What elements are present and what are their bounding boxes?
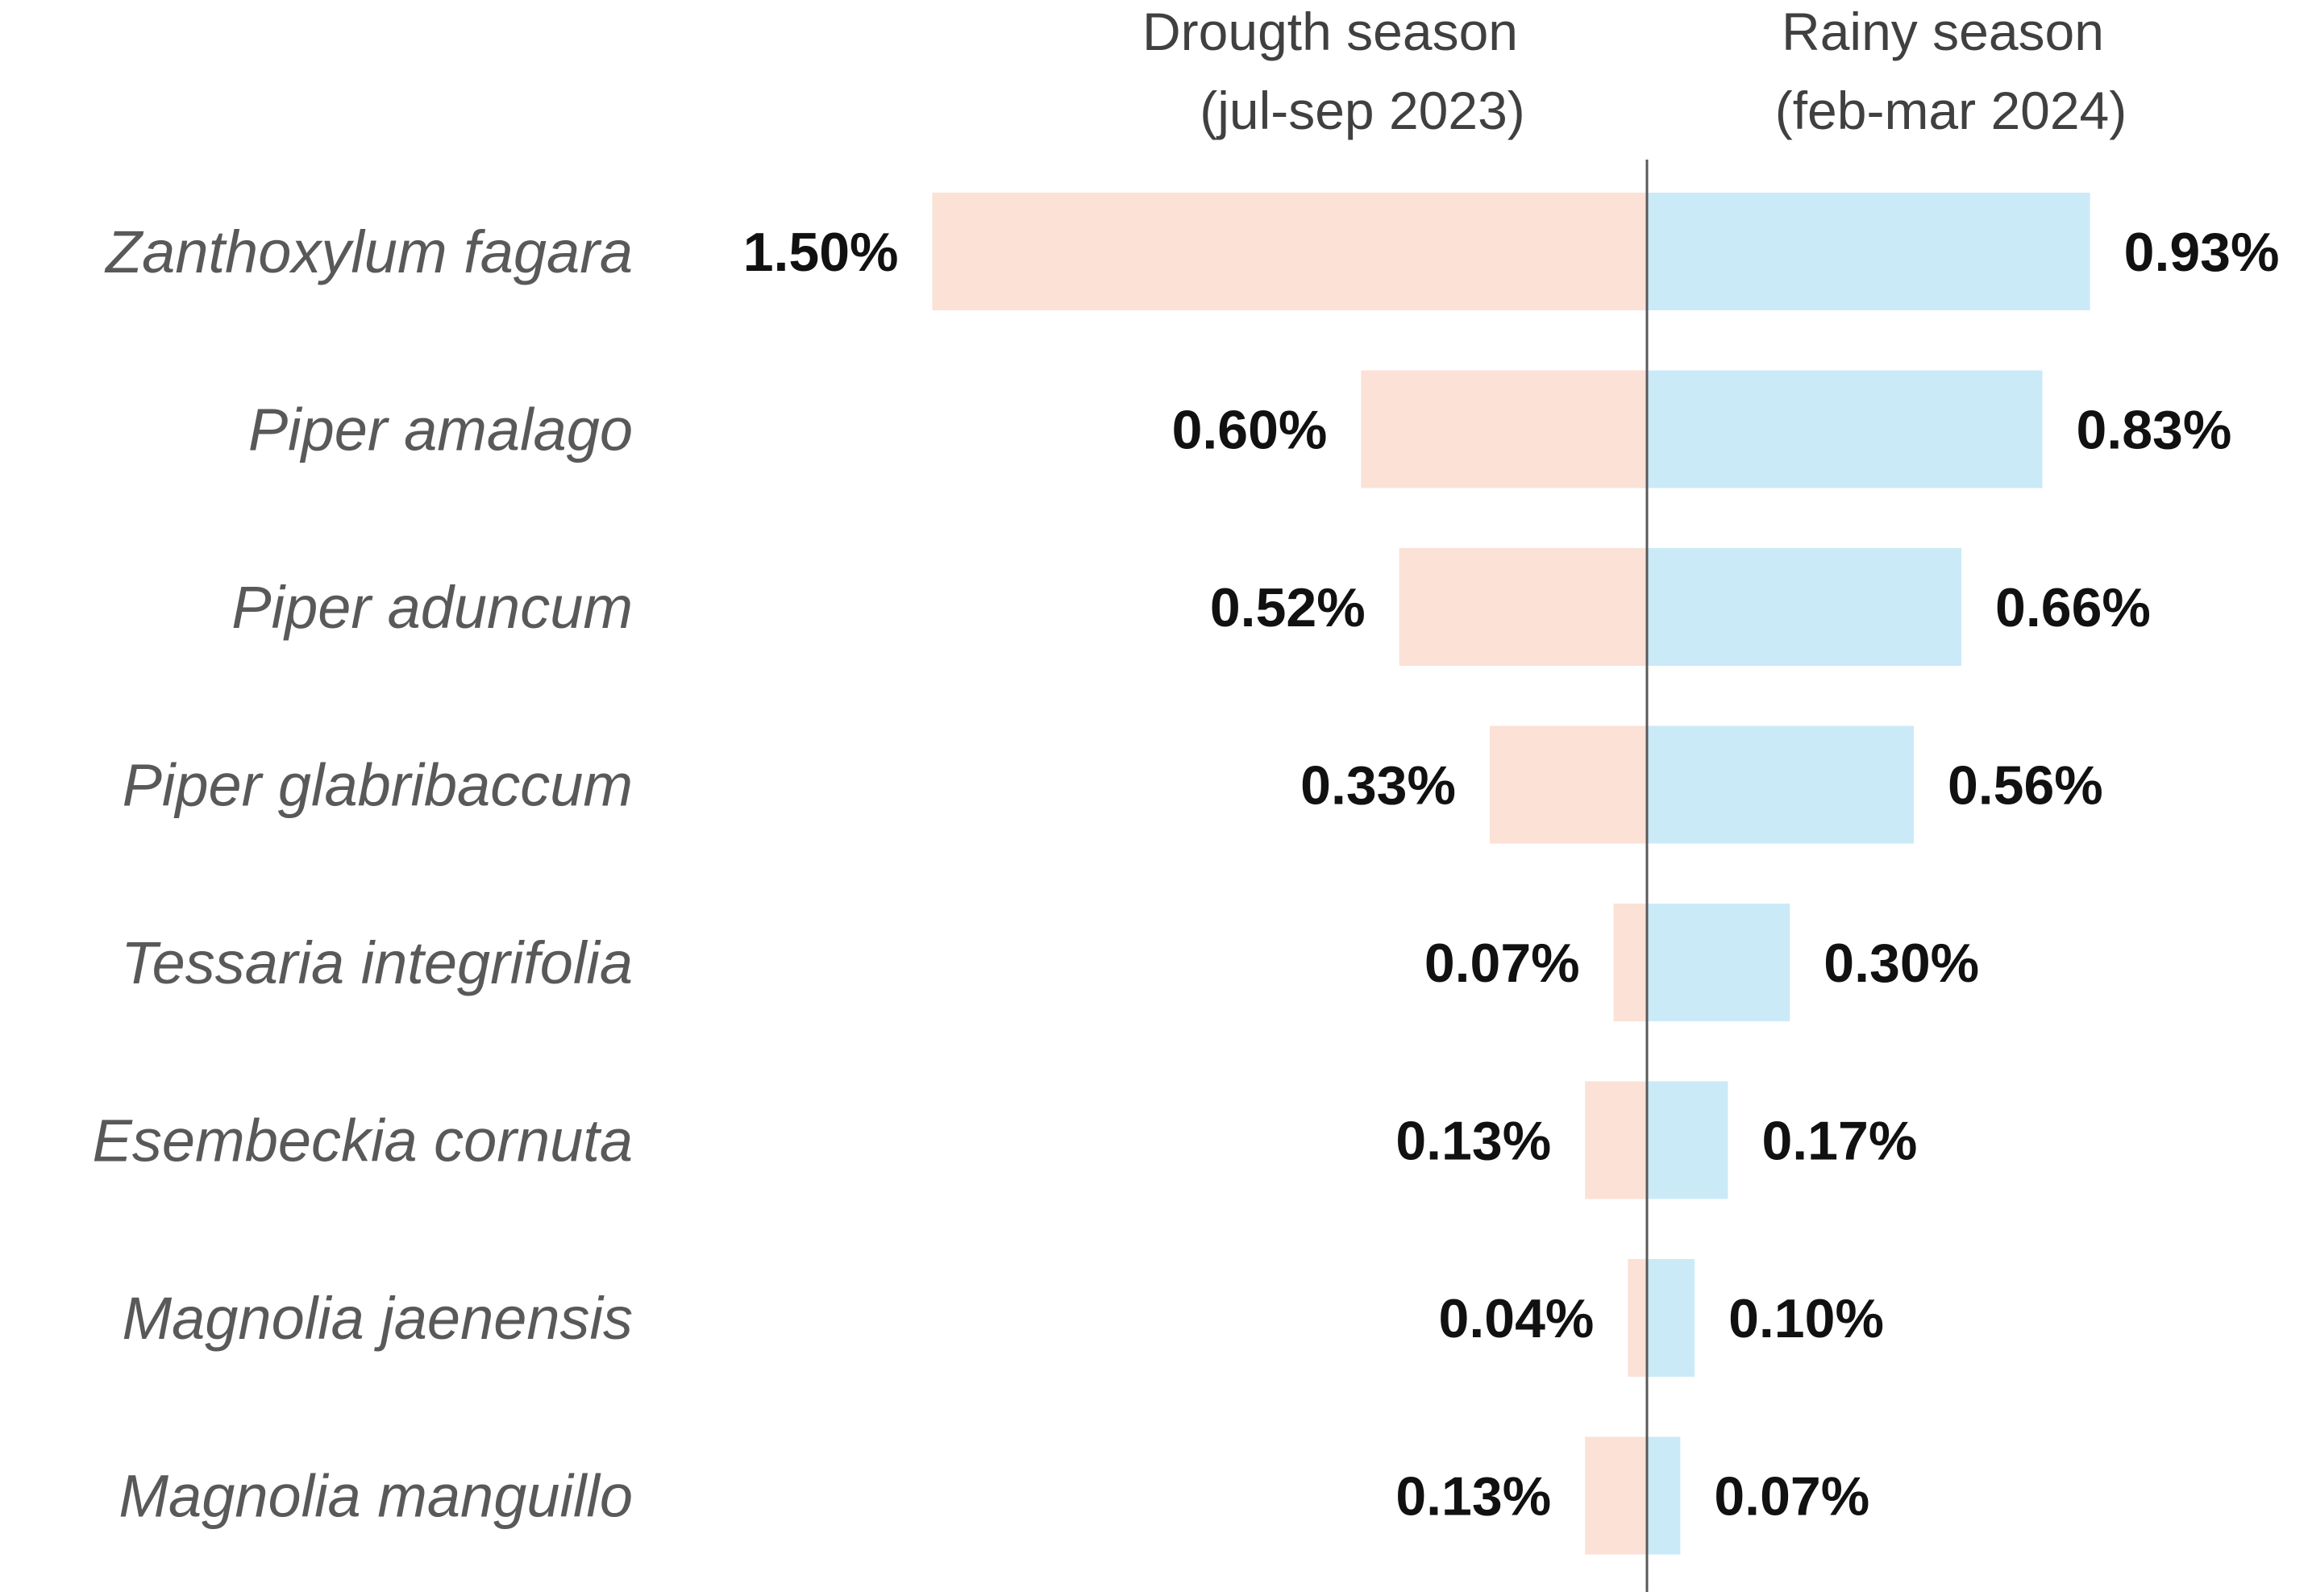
species-label-magnolia-manguillo: Magnolia manguillo	[119, 1463, 633, 1530]
rainy-value-label-magnolia-jaenensis: 0.10%	[1728, 1288, 1884, 1349]
drought-bar-zanthoxylum-fagara	[932, 193, 1647, 310]
drought-bar-piper-glabribaccum	[1489, 725, 1647, 844]
drought-bar-piper-aduncum	[1399, 548, 1647, 666]
drought-value-label-magnolia-manguillo: 0.13%	[1395, 1466, 1551, 1527]
rainy-bar-zanthoxylum-fagara	[1647, 193, 2090, 310]
drought-bar-tessaria-integrifolia	[1613, 904, 1647, 1021]
drought-bar-magnolia-manguillo	[1585, 1436, 1647, 1555]
rainy-value-label-zanthoxylum-fagara: 0.93%	[2124, 222, 2280, 283]
drought-value-label-piper-aduncum: 0.52%	[1210, 577, 1366, 638]
species-label-piper-glabribaccum: Piper glabribaccum	[123, 752, 633, 819]
drought-value-label-esembeckia-cornuta: 0.13%	[1395, 1111, 1551, 1172]
rainy-bar-piper-glabribaccum	[1647, 725, 1914, 844]
drought-value-label-piper-amalago: 0.60%	[1172, 400, 1328, 461]
rainy-value-label-piper-aduncum: 0.66%	[1995, 577, 2151, 638]
drought-value-label-tessaria-integrifolia: 0.07%	[1424, 933, 1580, 994]
species-label-tessaria-integrifolia: Tessaria integrifolia	[121, 929, 633, 996]
species-label-piper-amalago: Piper amalago	[248, 397, 633, 463]
rainy-season-header: Rainy season	[1782, 2, 2104, 61]
bars-group	[932, 193, 2090, 1555]
drought-bar-piper-amalago	[1361, 370, 1647, 488]
drought-value-label-piper-glabribaccum: 0.33%	[1300, 755, 1456, 817]
rainy-value-label-piper-glabribaccum: 0.56%	[1948, 755, 2103, 817]
drought-bar-magnolia-jaenensis	[1628, 1259, 1647, 1377]
labels-group: Zanthoxylum fagara 1.50% 0.93% Piper amalag…	[93, 218, 2280, 1530]
rainy-value-label-piper-amalago: 0.83%	[2077, 400, 2232, 461]
species-label-magnolia-jaenensis: Magnolia jaenensis	[122, 1285, 633, 1352]
rainy-season-period: (feb-mar 2024)	[1775, 81, 2127, 140]
rainy-bar-magnolia-jaenensis	[1647, 1259, 1695, 1377]
rainy-value-label-magnolia-manguillo: 0.07%	[1714, 1466, 1869, 1527]
rainy-value-label-esembeckia-cornuta: 0.17%	[1761, 1111, 1917, 1172]
drought-bar-esembeckia-cornuta	[1585, 1081, 1647, 1199]
rainy-bar-magnolia-manguillo	[1647, 1436, 1681, 1555]
species-label-zanthoxylum-fagara: Zanthoxylum fagara	[104, 218, 633, 285]
drought-season-header: Drougth season	[1142, 2, 1518, 61]
rainy-bar-piper-amalago	[1647, 370, 2043, 488]
species-label-esembeckia-cornuta: Esembeckia cornuta	[93, 1108, 633, 1174]
drought-value-label-magnolia-jaenensis: 0.04%	[1439, 1288, 1595, 1349]
drought-value-label-zanthoxylum-fagara: 1.50%	[743, 222, 899, 283]
rainy-bar-tessaria-integrifolia	[1647, 904, 1790, 1021]
drought-season-period: (jul-sep 2023)	[1200, 81, 1525, 140]
species-label-piper-aduncum: Piper aduncum	[231, 574, 633, 641]
rainy-bar-esembeckia-cornuta	[1647, 1081, 1728, 1199]
rainy-bar-piper-aduncum	[1647, 548, 1962, 666]
rainy-value-label-tessaria-integrifolia: 0.30%	[1824, 933, 1979, 994]
